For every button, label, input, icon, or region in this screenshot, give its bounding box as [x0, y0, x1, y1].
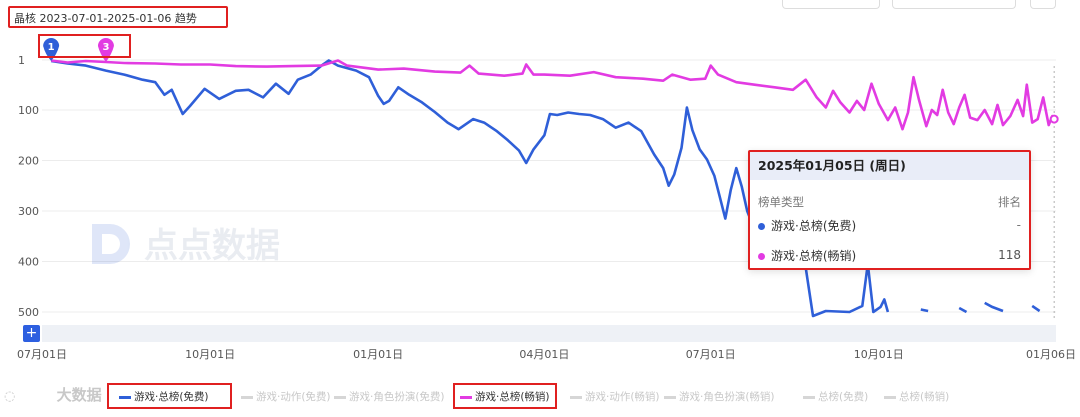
event-marker-label: 3	[102, 42, 109, 53]
series-line-free-segment	[958, 306, 968, 314]
legend-highlight-free	[107, 383, 232, 409]
series-line-free-segment	[984, 301, 1004, 313]
legend-item-rpg-free[interactable]: 游戏·角色扮演(免费)	[334, 389, 445, 404]
legend-item-overall-grossing[interactable]: 总榜(畅销)	[884, 389, 949, 404]
top-control-3[interactable]	[1030, 0, 1056, 9]
legend-item-overall-free[interactable]: 总榜(免费)	[803, 389, 868, 404]
slider-add-button[interactable]: +	[23, 325, 40, 342]
tooltip-col-rank: 排名	[998, 195, 1021, 209]
legend-label: 游戏·动作(免费)	[256, 391, 331, 403]
event-marker-pin	[43, 38, 60, 62]
legend-item-rpg-grossing[interactable]: 游戏·角色扮演(畅销)	[664, 389, 775, 404]
tooltip-date: 2025年01月05日 (周日)	[750, 152, 1029, 180]
tooltip-dot-free	[758, 222, 765, 230]
tooltip-dot-grossing	[758, 252, 765, 260]
y-tick-label: 300	[18, 205, 39, 218]
tooltip-row-grossing: 游戏·总榜(畅销) 118	[750, 240, 1029, 270]
legend-item-action-free[interactable]: 游戏·动作(免费)	[241, 389, 331, 404]
legend-label: 总榜(免费)	[818, 391, 869, 403]
legend-swatch	[884, 395, 896, 399]
legend-swatch	[460, 395, 472, 399]
legend-highlight-grossing	[453, 383, 557, 409]
y-tick-label: 200	[18, 154, 39, 167]
legend-swatch	[241, 395, 253, 399]
x-tick-label: 01月01日	[353, 348, 403, 361]
legend-item-action-grossing[interactable]: 游戏·动作(畅销)	[570, 389, 660, 404]
legend-label: 游戏·角色扮演(免费)	[349, 391, 445, 403]
series-line-free-segment	[920, 308, 929, 313]
legend-swatch	[119, 395, 131, 399]
x-tick-label: 07月01日	[686, 348, 736, 361]
legend-item-total-grossing[interactable]: 游戏·总榜(畅销)	[460, 389, 550, 404]
legend-swatch	[803, 395, 815, 399]
x-tick-label: 07月01日	[17, 348, 67, 361]
chart-title: 晶核 2023-07-01-2025-01-06 趋势	[14, 12, 197, 25]
chart-legend: 游戏·总榜(免费) 游戏·动作(免费) 游戏·角色扮演(免费) 游戏·总榜(畅销…	[0, 383, 1080, 409]
series-line-free-segment	[1031, 304, 1041, 313]
markers-highlight-box	[38, 34, 131, 58]
range-slider[interactable]	[42, 325, 1056, 342]
x-tick-label: 10月01日	[854, 348, 904, 361]
y-tick-label: 500	[18, 306, 39, 319]
event-marker-label: 1	[48, 42, 55, 53]
y-tick-label: 400	[18, 255, 39, 268]
series-line-grossing	[50, 59, 1057, 131]
event-marker-pin	[97, 38, 114, 63]
tooltip-row-free: 游戏·总榜(免费) -	[750, 210, 1029, 240]
watermark-logo-text: 点点数据	[144, 226, 280, 266]
tooltip-row-name: 游戏·总榜(畅销)	[771, 248, 857, 263]
tooltip-row-name: 游戏·总榜(免费)	[771, 218, 857, 233]
dotdot-watermark: 点点数据	[88, 218, 318, 272]
legend-swatch	[570, 395, 582, 399]
legend-swatch	[334, 395, 346, 399]
y-tick-label: 100	[18, 104, 39, 117]
legend-label: 总榜(畅销)	[899, 391, 950, 403]
x-tick-label: 01月06日	[1026, 348, 1076, 361]
legend-label: 游戏·角色扮演(畅销)	[679, 391, 775, 403]
legend-label: 游戏·总榜(免费)	[134, 391, 209, 403]
watermark-logo-icon	[92, 224, 130, 264]
tooltip-col-type: 榜单类型	[758, 195, 804, 209]
x-tick-label: 04月01日	[519, 348, 569, 361]
chart-tooltip: 2025年01月05日 (周日) 榜单类型 排名 游戏·总榜(免费) - 游戏·…	[748, 150, 1031, 270]
legend-swatch	[664, 395, 676, 399]
hover-point-grossing	[1049, 114, 1059, 124]
legend-label: 游戏·总榜(畅销)	[475, 391, 550, 403]
legend-item-total-free[interactable]: 游戏·总榜(免费)	[119, 389, 209, 404]
chart-title-box	[8, 6, 228, 28]
top-control-2[interactable]	[892, 0, 1016, 9]
x-tick-label: 10月01日	[185, 348, 235, 361]
legend-label: 游戏·动作(畅销)	[585, 391, 660, 403]
tooltip-row-value: -	[1016, 218, 1021, 232]
top-control-1[interactable]	[782, 0, 880, 9]
tooltip-row-value: 118	[998, 248, 1021, 262]
watermark-wifi-icon: ◌	[4, 389, 16, 404]
watermark-bottom-text: 大数据	[56, 386, 102, 404]
bottom-watermark: ◌ 大数据	[4, 384, 102, 405]
y-tick-label: 1	[18, 54, 25, 67]
tooltip-column-header: 榜单类型 排名	[750, 180, 1029, 210]
